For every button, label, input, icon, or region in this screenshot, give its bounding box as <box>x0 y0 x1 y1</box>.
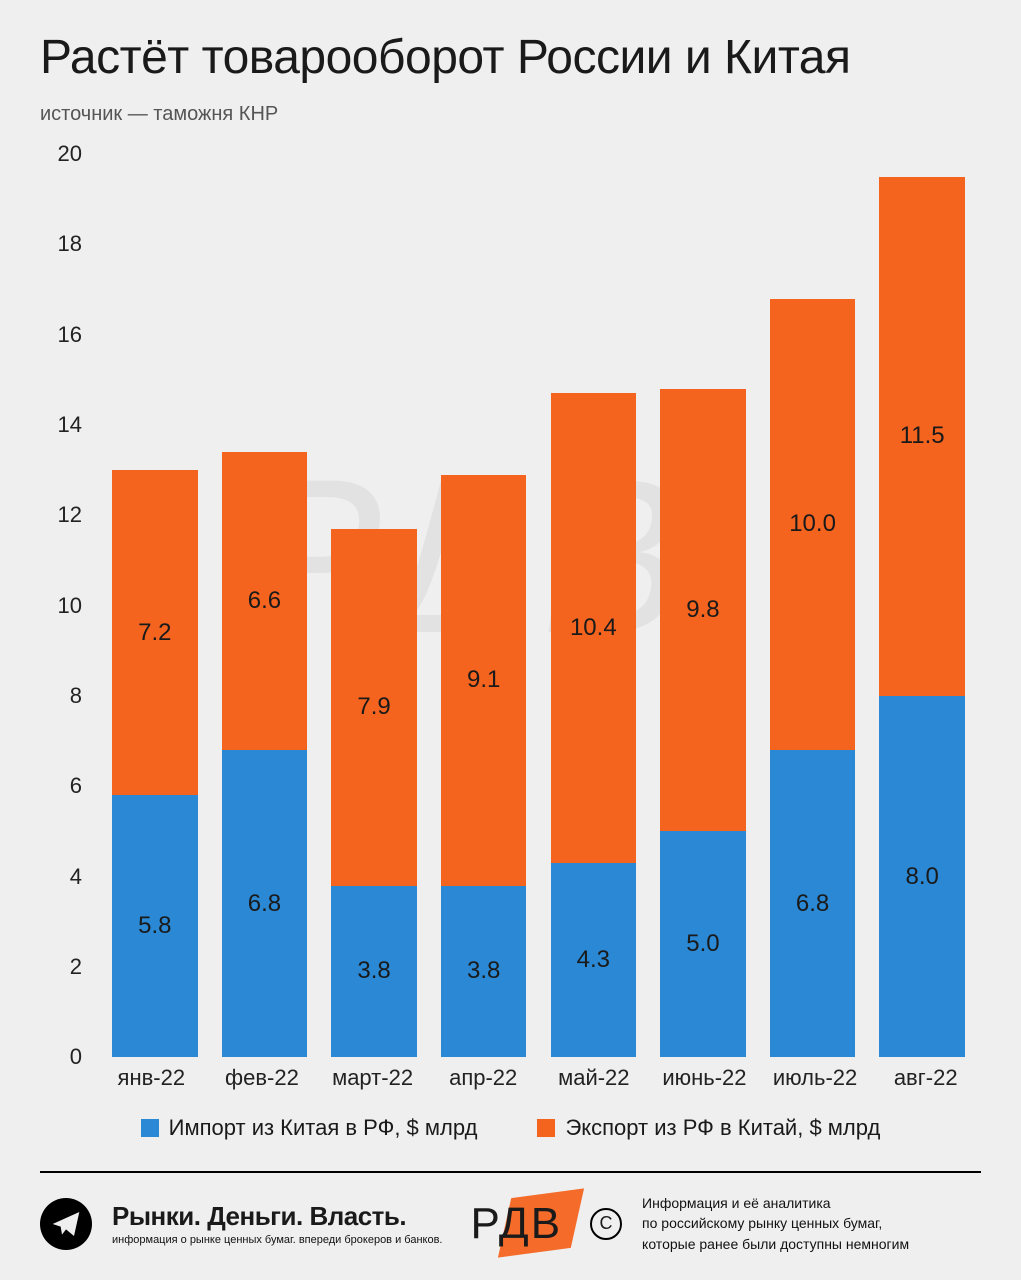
x-tick-label: авг-22 <box>870 1065 981 1091</box>
bar-segment-export: 7.9 <box>331 529 417 886</box>
y-tick: 20 <box>58 141 82 167</box>
stacked-bar: 11.58.0 <box>879 177 965 1057</box>
y-axis: 02468101214161820 <box>40 154 96 1057</box>
y-tick: 14 <box>58 412 82 438</box>
bar-column: 7.93.8 <box>319 154 429 1057</box>
logo-text: РДВ <box>470 1199 562 1248</box>
legend-item-import: Импорт из Китая в РФ, $ млрд <box>141 1115 478 1141</box>
legend-swatch-export <box>537 1119 555 1137</box>
bar-segment-import: 3.8 <box>441 886 527 1058</box>
plot-area: 7.25.86.66.87.93.89.13.810.44.39.85.010.… <box>96 154 981 1057</box>
x-tick-label: июнь-22 <box>649 1065 760 1091</box>
y-tick: 8 <box>70 683 82 709</box>
y-tick: 18 <box>58 231 82 257</box>
y-tick: 12 <box>58 502 82 528</box>
y-tick: 2 <box>70 954 82 980</box>
bar-column: 6.66.8 <box>210 154 320 1057</box>
y-tick: 10 <box>58 593 82 619</box>
bar-column: 9.13.8 <box>429 154 539 1057</box>
bar-segment-export: 10.0 <box>770 299 856 750</box>
stacked-bar: 10.06.8 <box>770 299 856 1057</box>
bar-column: 9.85.0 <box>648 154 758 1057</box>
y-tick: 0 <box>70 1044 82 1070</box>
x-tick-label: апр-22 <box>428 1065 539 1091</box>
bar-column: 11.58.0 <box>867 154 977 1057</box>
stacked-bar: 7.25.8 <box>112 470 198 1057</box>
bar-column: 10.06.8 <box>758 154 868 1057</box>
bar-segment-export: 11.5 <box>879 177 965 696</box>
legend: Импорт из Китая в РФ, $ млрд Экспорт из … <box>40 1115 981 1141</box>
stacked-bar: 9.13.8 <box>441 475 527 1057</box>
legend-label-export: Экспорт из РФ в Китай, $ млрд <box>565 1115 880 1141</box>
stacked-bar: 6.66.8 <box>222 452 308 1057</box>
x-tick-label: март-22 <box>317 1065 428 1091</box>
stacked-bar: 9.85.0 <box>660 389 746 1057</box>
bar-column: 7.25.8 <box>100 154 210 1057</box>
x-tick-label: май-22 <box>539 1065 650 1091</box>
stacked-bar: 10.44.3 <box>551 393 637 1057</box>
brand-title: Рынки. Деньги. Власть. <box>112 1201 442 1232</box>
bar-segment-export: 10.4 <box>551 393 637 863</box>
bar-segment-export: 7.2 <box>112 470 198 795</box>
brand-subtitle: информация о рынке ценных бумаг. впереди… <box>112 1234 442 1246</box>
legend-label-import: Импорт из Китая в РФ, $ млрд <box>169 1115 478 1141</box>
stacked-bar: 7.93.8 <box>331 529 417 1057</box>
legend-swatch-import <box>141 1119 159 1137</box>
telegram-icon <box>40 1198 92 1250</box>
bar-segment-import: 6.8 <box>770 750 856 1057</box>
x-tick-label: янв-22 <box>96 1065 207 1091</box>
logo-rdv: РДВ <box>462 1199 570 1249</box>
copyright-icon: C <box>590 1208 622 1240</box>
footer-info-line: по российскому рынку ценных бумаг, <box>642 1213 981 1233</box>
chart-subtitle: источник — таможня КНР <box>40 103 981 126</box>
y-tick: 16 <box>58 322 82 348</box>
x-tick-label: июль-22 <box>760 1065 871 1091</box>
brand-block: Рынки. Деньги. Власть. информация о рынк… <box>112 1201 442 1246</box>
bar-segment-import: 5.0 <box>660 831 746 1057</box>
bar-segment-export: 9.8 <box>660 389 746 831</box>
footer-info-line: Информация и её аналитика <box>642 1193 981 1213</box>
footer-info-line: которые ранее были доступны немногим <box>642 1234 981 1254</box>
y-tick: 6 <box>70 773 82 799</box>
bar-segment-import: 8.0 <box>879 696 965 1057</box>
x-tick-label: фев-22 <box>207 1065 318 1091</box>
bar-segment-import: 5.8 <box>112 795 198 1057</box>
bar-segment-export: 6.6 <box>222 452 308 750</box>
footer: Рынки. Деньги. Власть. информация о рынк… <box>40 1171 981 1280</box>
y-tick: 4 <box>70 864 82 890</box>
footer-info: Информация и её аналитика по российскому… <box>642 1193 981 1254</box>
bar-segment-export: 9.1 <box>441 475 527 886</box>
chart-title: Растёт товарооборот России и Китая <box>40 30 981 85</box>
bar-segment-import: 6.8 <box>222 750 308 1057</box>
bar-column: 10.44.3 <box>539 154 649 1057</box>
bar-segment-import: 3.8 <box>331 886 417 1058</box>
bar-segment-import: 4.3 <box>551 863 637 1057</box>
x-axis: янв-22фев-22март-22апр-22май-22июнь-22ию… <box>40 1065 981 1091</box>
legend-item-export: Экспорт из РФ в Китай, $ млрд <box>537 1115 880 1141</box>
chart: 02468101214161820 7.25.86.66.87.93.89.13… <box>40 154 981 1171</box>
